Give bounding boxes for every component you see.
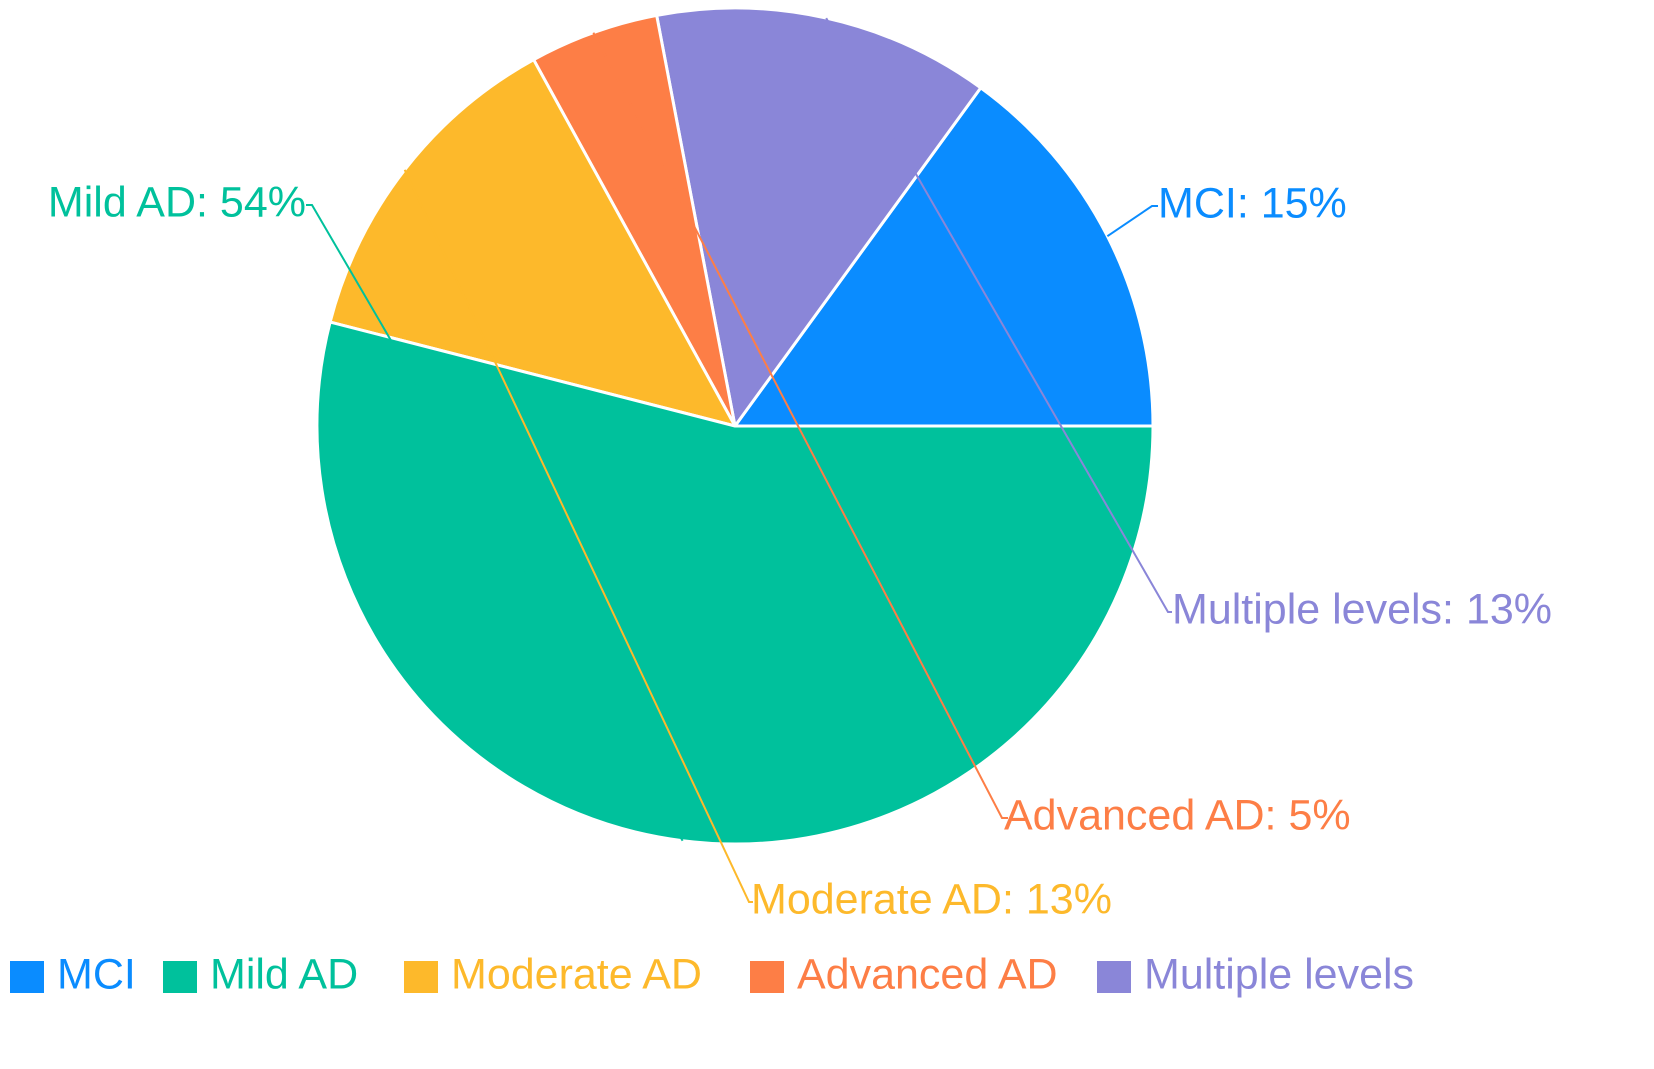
legend-item-advanced-ad[interactable]: Advanced AD	[750, 950, 1058, 998]
legend-label: MCI	[57, 950, 136, 998]
slice-labels-layer: MCI: 15% Multiple levels: 13% Advanced AD:…	[48, 178, 1552, 923]
slices-layer	[315, 6, 1155, 846]
legend-label: Mild AD	[210, 950, 358, 998]
slice-label-mci: MCI: 15%	[1158, 179, 1347, 227]
legend-swatch	[10, 961, 44, 993]
legend-swatch	[1097, 961, 1131, 993]
legend-item-moderate-ad[interactable]: Moderate AD	[404, 950, 702, 998]
legend-label: Multiple levels	[1144, 950, 1414, 998]
legend-swatch	[404, 961, 438, 993]
leader-lines-layer	[306, 17, 1172, 903]
leader-line-advanced-ad	[592, 32, 1008, 819]
legend-swatch	[163, 961, 197, 993]
legend-item-multiple-levels[interactable]: Multiple levels	[1097, 950, 1414, 998]
legend-label: Moderate AD	[451, 950, 702, 998]
legend: MCI Mild AD Moderate AD Advanced AD Multiple…	[10, 950, 1414, 998]
slice-label-multiple-levels: Multiple levels: 13%	[1172, 585, 1552, 633]
legend-item-mci[interactable]: MCI	[10, 950, 136, 998]
leader-line-moderate-ad	[403, 169, 753, 903]
slice-label-advanced-ad: Advanced AD: 5%	[1004, 791, 1351, 839]
legend-swatch	[750, 961, 784, 993]
legend-item-mild-ad[interactable]: Mild AD	[163, 950, 358, 998]
legend-label: Advanced AD	[797, 950, 1058, 998]
slice-label-mild-ad: Mild AD: 54%	[48, 178, 306, 226]
leader-line-multiple-levels	[825, 17, 1172, 613]
leader-line-mild-ad	[306, 204, 684, 842]
leader-line-mci	[1106, 205, 1158, 238]
slice-label-moderate-ad: Moderate AD: 13%	[751, 875, 1112, 923]
pie-slice-mild-ad	[315, 320, 1155, 846]
